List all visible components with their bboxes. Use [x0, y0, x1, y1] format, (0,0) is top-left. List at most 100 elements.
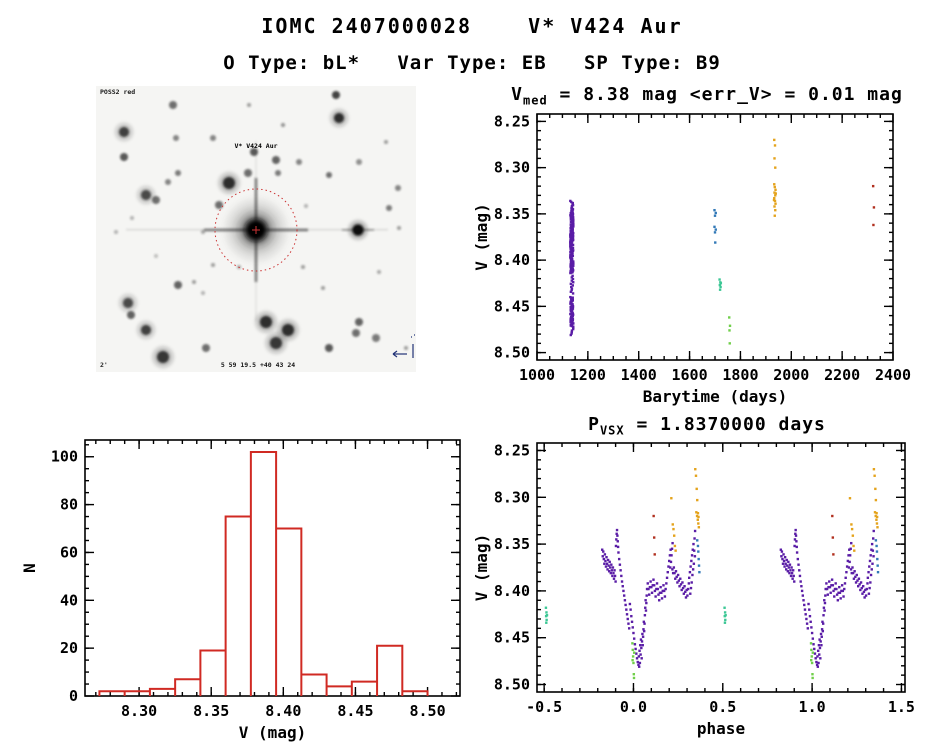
- data-point: [617, 557, 621, 561]
- data-point: [843, 582, 847, 585]
- data-point: [637, 655, 641, 658]
- data-point: [875, 512, 878, 515]
- data-point: [632, 676, 636, 680]
- data-point: [672, 527, 675, 531]
- data-point: [674, 570, 678, 573]
- data-point: [811, 651, 815, 654]
- data-point: [655, 587, 658, 591]
- data-point: [718, 283, 722, 287]
- data-point: [669, 566, 672, 569]
- data-point: [632, 661, 635, 665]
- data-point: [665, 576, 669, 579]
- data-point: [784, 562, 787, 565]
- data-point: [823, 601, 827, 605]
- data-point: [545, 621, 548, 624]
- data-point: [713, 225, 716, 229]
- lc-title-rest: = 8.38 mag <err_V> = 0.01 mag: [547, 84, 903, 105]
- x-tick-label: 0.0: [620, 698, 647, 716]
- data-point: [820, 628, 824, 631]
- data-point: [850, 523, 853, 526]
- data-point: [632, 631, 635, 635]
- data-point: [779, 548, 783, 551]
- data-point: [638, 661, 642, 665]
- lc-title-sub: med: [523, 93, 548, 108]
- data-point: [615, 528, 619, 532]
- star-icon: [119, 127, 129, 137]
- data-point: [696, 518, 699, 521]
- data-point: [782, 553, 785, 556]
- star-icon: [120, 153, 128, 161]
- data-point: [569, 250, 572, 254]
- data-point: [643, 622, 646, 625]
- data-point: [842, 595, 845, 598]
- x-tick-label: 1600: [672, 366, 708, 384]
- data-point: [774, 188, 777, 192]
- y-tick-label: 0: [69, 687, 78, 705]
- data-point: [774, 208, 777, 212]
- data-point: [659, 585, 662, 589]
- data-point: [569, 223, 572, 226]
- data-point: [668, 554, 672, 557]
- data-point: [692, 542, 695, 546]
- target-label: V* V424 Aur: [234, 142, 277, 150]
- data-point: [606, 558, 610, 562]
- data-point: [667, 559, 671, 563]
- data-point: [867, 592, 871, 595]
- data-point: [872, 555, 875, 558]
- data-point: [693, 549, 696, 552]
- data-point: [625, 608, 628, 611]
- data-point: [692, 562, 696, 565]
- data-point: [642, 620, 646, 623]
- data-point: [673, 571, 676, 575]
- data-point: [861, 592, 864, 595]
- data-point: [616, 534, 619, 537]
- data-point: [689, 592, 692, 595]
- y-tick-label: 40: [60, 591, 78, 609]
- data-point: [545, 611, 548, 614]
- data-point: [690, 554, 694, 557]
- data-point: [876, 564, 879, 567]
- y-tick-label: 8.30: [494, 488, 530, 506]
- data-point: [795, 545, 798, 549]
- data-point: [875, 522, 879, 525]
- data-point: [647, 593, 651, 596]
- data-point: [672, 566, 676, 569]
- data-point: [627, 627, 631, 630]
- x-tick-label: 2400: [875, 366, 911, 384]
- data-point: [696, 512, 700, 515]
- data-point: [676, 573, 680, 577]
- star-icon: [165, 179, 171, 185]
- data-point: [829, 591, 832, 594]
- data-point: [664, 587, 667, 591]
- data-point: [693, 537, 696, 540]
- data-point: [697, 564, 701, 567]
- data-point: [569, 290, 573, 294]
- data-point: [828, 580, 831, 583]
- data-point: [780, 555, 783, 558]
- data-point: [868, 586, 871, 590]
- star-icon: [352, 329, 360, 337]
- data-point: [850, 541, 853, 545]
- star-icon: [404, 346, 408, 350]
- data-point: [872, 223, 875, 227]
- data-point: [849, 547, 852, 550]
- data-point: [790, 571, 794, 575]
- data-point: [815, 663, 819, 667]
- data-point: [570, 298, 573, 301]
- data-point: [684, 596, 688, 599]
- data-point: [810, 648, 813, 652]
- data-point: [671, 541, 674, 545]
- data-point: [572, 262, 575, 265]
- data-point: [794, 532, 797, 536]
- data-point: [772, 198, 776, 202]
- data-point: [571, 254, 575, 258]
- data-point: [724, 618, 727, 622]
- data-point: [604, 565, 608, 568]
- y-tick-label: 8.45: [494, 629, 530, 647]
- data-point: [780, 550, 784, 553]
- data-point: [840, 589, 843, 593]
- data-point: [849, 568, 853, 571]
- data-point: [794, 528, 797, 532]
- data-point: [622, 589, 625, 593]
- data-point: [641, 635, 645, 638]
